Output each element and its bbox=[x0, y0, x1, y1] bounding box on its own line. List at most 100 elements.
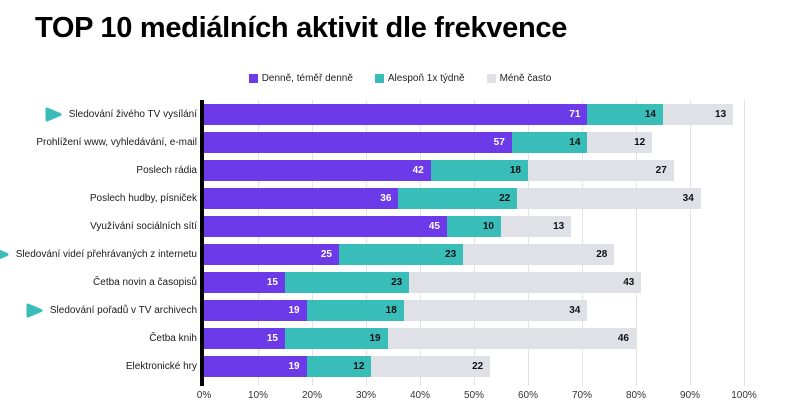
bar-value-label: 13 bbox=[553, 220, 565, 232]
play-arrow-icon bbox=[26, 303, 43, 318]
category-label-text: Poslech hudby, písniček bbox=[89, 192, 197, 204]
bar-value-label: 19 bbox=[288, 360, 300, 372]
legend-label: Méně často bbox=[499, 73, 552, 84]
bar-segment: 25 bbox=[204, 243, 339, 265]
legend-swatch bbox=[486, 74, 496, 83]
bar-value-label: 43 bbox=[623, 276, 635, 288]
legend-item: Denně, téměř denně bbox=[248, 73, 353, 84]
x-axis-tick: 0% bbox=[196, 390, 212, 401]
play-arrow-icon bbox=[45, 107, 62, 122]
bar-segment: 36 bbox=[204, 187, 399, 209]
category-label: Sledování videí přehrávaných z internetu bbox=[0, 247, 204, 262]
bar-value-label: 42 bbox=[412, 164, 424, 176]
bar-segment: 19 bbox=[204, 355, 307, 377]
bar-value-label: 14 bbox=[569, 136, 581, 148]
chart-row: Sledování pořadů v TV archivech 19 18 34 bbox=[0, 296, 800, 324]
category-label: Četba novin a časopisů bbox=[0, 277, 204, 288]
bar-value-label: 19 bbox=[369, 332, 381, 344]
bar-value-label: 34 bbox=[569, 304, 581, 316]
bar-value-label: 19 bbox=[288, 304, 300, 316]
y-axis-line bbox=[200, 100, 204, 386]
bar-value-label: 12 bbox=[634, 136, 646, 148]
category-label-text: Četba novin a časopisů bbox=[93, 276, 197, 288]
bar-track: 19 12 22 bbox=[204, 355, 744, 377]
bar-segment: 14 bbox=[587, 103, 663, 125]
stacked-bar-chart: Sledování živého TV vysílání 71 14 13 Prohlí… bbox=[0, 100, 800, 401]
x-axis-tick: 90% bbox=[679, 390, 701, 401]
legend-swatch bbox=[374, 74, 384, 83]
bar-value-label: 45 bbox=[428, 220, 440, 232]
chart-row: Prohlížení www, vyhledávání, e-mail 57 14 1… bbox=[0, 128, 800, 156]
bar-track: 42 18 27 bbox=[204, 159, 744, 181]
bar-segment: 46 bbox=[387, 327, 636, 349]
bar-track: 45 10 13 bbox=[204, 215, 744, 237]
x-axis-tick: 40% bbox=[409, 390, 431, 401]
category-label-text: Elektronické hry bbox=[125, 360, 197, 372]
chart-rows: Sledování živého TV vysílání 71 14 13 Prohlí… bbox=[0, 100, 800, 380]
bar-segment: 22 bbox=[371, 355, 491, 377]
bar-value-label: 46 bbox=[617, 332, 629, 344]
x-axis-tick: 10% bbox=[247, 390, 269, 401]
bar-track: 25 23 28 bbox=[204, 243, 744, 265]
bar-value-label: 25 bbox=[320, 248, 332, 260]
bar-value-label: 34 bbox=[682, 192, 694, 204]
legend-label: Denně, téměř denně bbox=[261, 73, 353, 84]
bar-value-label: 15 bbox=[266, 276, 278, 288]
x-axis-tick: 100% bbox=[731, 390, 757, 401]
category-label-text: Četba knih bbox=[149, 332, 197, 344]
category-label: Sledování pořadů v TV archivech bbox=[0, 303, 204, 318]
bar-value-label: 22 bbox=[499, 192, 511, 204]
bar-segment: 71 bbox=[204, 103, 588, 125]
bar-segment: 19 bbox=[285, 327, 388, 349]
gridline bbox=[312, 100, 313, 386]
bar-segment: 12 bbox=[587, 131, 653, 153]
legend-item: Méně často bbox=[486, 73, 552, 84]
bar-segment: 10 bbox=[447, 215, 501, 237]
bar-segment: 57 bbox=[204, 131, 512, 153]
bar-segment: 13 bbox=[501, 215, 572, 237]
legend: Denně, téměř denně Alespoň 1x týdně Méně č… bbox=[0, 73, 800, 84]
bar-segment: 42 bbox=[204, 159, 431, 181]
gridline bbox=[258, 100, 259, 386]
bar-value-label: 14 bbox=[644, 108, 656, 120]
bar-value-label: 18 bbox=[385, 304, 397, 316]
category-label-text: Sledování pořadů v TV archivech bbox=[49, 304, 197, 316]
gridline bbox=[420, 100, 421, 386]
x-axis-tick: 20% bbox=[301, 390, 323, 401]
category-label: Elektronické hry bbox=[0, 361, 204, 372]
bar-segment: 22 bbox=[398, 187, 518, 209]
category-label-text: Prohlížení www, vyhledávání, e-mail bbox=[36, 136, 197, 148]
chart-row: Četba knih 15 19 46 bbox=[0, 324, 800, 352]
bar-value-label: 10 bbox=[482, 220, 494, 232]
bar-value-label: 57 bbox=[493, 136, 505, 148]
gridline bbox=[528, 100, 529, 386]
bar-segment: 14 bbox=[511, 131, 588, 153]
bar-segment: 45 bbox=[204, 215, 447, 237]
bar-track: 36 22 34 bbox=[204, 187, 744, 209]
bar-value-label: 36 bbox=[380, 192, 392, 204]
category-label: Poslech hudby, písniček bbox=[0, 193, 204, 204]
bar-segment: 34 bbox=[403, 299, 588, 321]
legend-label: Alespoň 1x týdně bbox=[387, 73, 465, 84]
bar-track: 15 23 43 bbox=[204, 271, 744, 293]
page-title: TOP 10 mediálních aktivit dle frekvence bbox=[35, 12, 568, 44]
bar-track: 71 14 13 bbox=[204, 103, 744, 125]
x-axis-tick: 60% bbox=[517, 390, 539, 401]
chart-row: Využívání sociálních sítí 45 10 13 bbox=[0, 212, 800, 240]
bar-value-label: 28 bbox=[596, 248, 608, 260]
chart-row: Sledování videí přehrávaných z internetu… bbox=[0, 240, 800, 268]
category-label-text: Využívání sociálních sítí bbox=[90, 220, 197, 232]
bar-segment: 34 bbox=[517, 187, 701, 209]
bar-segment: 43 bbox=[409, 271, 642, 293]
play-arrow-icon bbox=[0, 247, 9, 262]
x-axis-tick: 70% bbox=[571, 390, 593, 401]
bar-track: 15 19 46 bbox=[204, 327, 744, 349]
bar-segment: 15 bbox=[204, 271, 285, 293]
gridline bbox=[474, 100, 475, 386]
gridline bbox=[366, 100, 367, 386]
category-label: Využívání sociálních sítí bbox=[0, 221, 204, 232]
bar-value-label: 15 bbox=[266, 332, 278, 344]
bar-value-label: 23 bbox=[445, 248, 457, 260]
chart-row: Poslech rádia 42 18 27 bbox=[0, 156, 800, 184]
